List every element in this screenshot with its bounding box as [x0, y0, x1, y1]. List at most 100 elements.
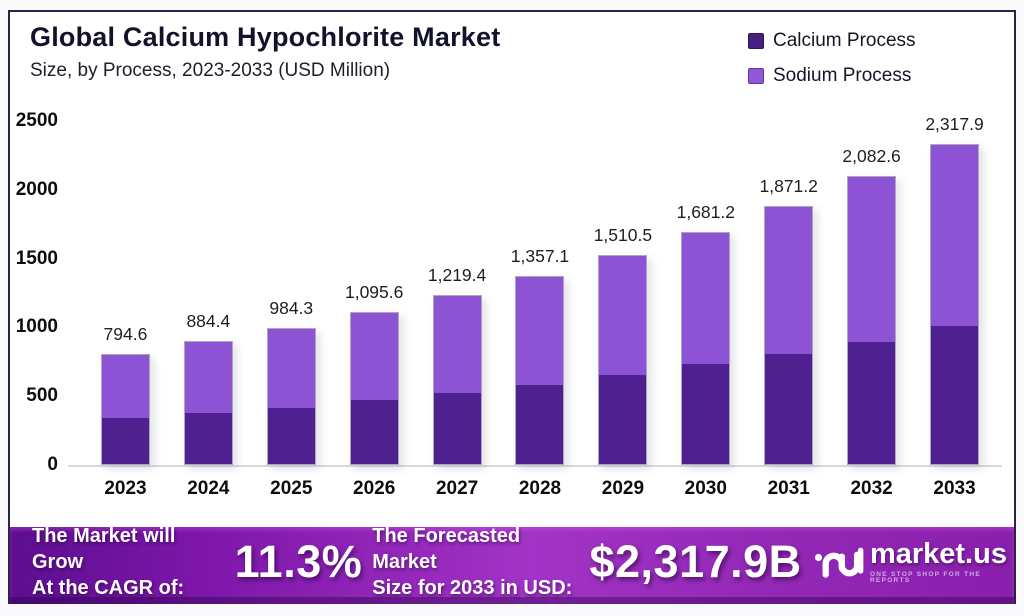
stacked-bar[interactable]: [681, 231, 731, 465]
x-tick-label: 2033: [933, 478, 976, 499]
bar-value-label: 2,317.9: [925, 114, 984, 135]
stacked-bar[interactable]: [266, 327, 316, 465]
bar-group-2028: 1,357.1: [499, 246, 582, 465]
x-tick-label: 2026: [353, 478, 396, 499]
calcium-process-segment[interactable]: [516, 384, 564, 464]
brand-name: market.us: [869, 537, 1007, 570]
stacked-bar[interactable]: [764, 205, 814, 465]
stacked-bar[interactable]: [847, 176, 897, 465]
sodium-process-segment[interactable]: [433, 296, 481, 393]
legend-label: Calcium Process: [773, 30, 916, 51]
marketus-logo-text: market.us ONE STOP SHOP FOR THE REPORTS: [869, 537, 1014, 585]
x-tick-label: 2027: [435, 478, 479, 499]
sodium-process-segment[interactable]: [184, 342, 232, 413]
legend-label: Sodium Process: [773, 65, 912, 86]
calcium-process-segment[interactable]: [350, 399, 398, 464]
bar-group-2025: 984.3: [250, 298, 333, 465]
x-tick-label: 2025: [270, 478, 313, 499]
cagr-banner: The Market will Grow At the CAGR of: 11.…: [10, 525, 1014, 604]
bar-group-2032: 2,082.6: [830, 146, 913, 465]
banner-content: The Market will Grow At the CAGR of: 11.…: [10, 525, 1014, 599]
forecast-value: $2,317.9B: [589, 536, 802, 587]
y-tick-label: 500: [26, 385, 58, 407]
bar-value-label: 1,357.1: [510, 246, 570, 267]
bar-value-label: 1,510.5: [593, 225, 653, 246]
bar-value-label: 2,082.6: [842, 146, 901, 167]
legend: Calcium Process Sodium Process: [748, 30, 916, 87]
calcium-process-segment[interactable]: [184, 412, 232, 464]
stacked-bar[interactable]: [432, 295, 482, 465]
x-axis-labels: 2023 2024 2025 2026 2027 2028 2029 2030 2031 2032…: [84, 478, 996, 500]
x-axis-line: [68, 465, 1002, 467]
sodium-process-segment[interactable]: [599, 256, 647, 375]
calcium-process-segment[interactable]: [433, 392, 481, 464]
calcium-process-segment[interactable]: [931, 326, 979, 464]
calcium-process-segment[interactable]: [267, 407, 315, 464]
sodium-process-segment[interactable]: [848, 177, 896, 342]
stacked-bar[interactable]: [598, 255, 648, 465]
page-subtitle: Size, by Process, 2023-2033 (USD Million…: [30, 60, 391, 81]
chart-card: [8, 10, 1016, 604]
marketus-logo: market.us ONE STOP SHOP FOR THE REPORTS: [814, 537, 1014, 585]
stacked-bar[interactable]: [349, 312, 399, 465]
calcium-process-segment[interactable]: [765, 353, 813, 464]
sodium-process-segment[interactable]: [101, 354, 149, 418]
banner-mid-line1: The Forecasted Market: [372, 525, 521, 573]
stacked-bar[interactable]: [515, 276, 565, 465]
x-tick-label: 2030: [684, 478, 727, 499]
legend-item-calcium-process: Calcium Process: [748, 30, 916, 52]
calcium-process-segment[interactable]: [101, 417, 149, 464]
bar-group-2026: 1,095.6: [333, 282, 416, 465]
sodium-process-segment[interactable]: [516, 277, 564, 385]
x-tick-label: 2029: [601, 478, 645, 499]
cagr-value: 11.3%: [234, 536, 363, 587]
bar-group-2024: 884.4: [167, 311, 250, 465]
legend-swatch: [748, 33, 764, 49]
bar-group-2027: 1,219.4: [416, 265, 499, 465]
y-tick-label: 1500: [15, 247, 58, 269]
bar-group-2023: 794.6: [84, 324, 167, 465]
bar-value-label: 984.3: [269, 297, 314, 318]
x-tick-label: 2032: [850, 478, 893, 499]
stacked-bar[interactable]: [100, 353, 150, 465]
legend-item-sodium-process: Sodium Process: [748, 65, 916, 87]
bar-group-2031: 1,871.2: [747, 176, 830, 465]
bar-value-label: 1,095.6: [344, 282, 404, 303]
y-tick-label: 2500: [15, 110, 58, 131]
y-tick-label: 0: [47, 454, 58, 475]
legend-swatch: [748, 68, 764, 84]
brand-tagline: ONE STOP SHOP FOR THE REPORTS: [869, 570, 982, 584]
page-title: Global Calcium Hypochlorite Market: [30, 22, 501, 52]
sodium-process-segment[interactable]: [931, 145, 979, 327]
x-tick-label: 2028: [518, 478, 562, 499]
bar-series: 794.6 884.4 984.3 1,095.6 1,219.4 1,357.1 1,51…: [84, 114, 996, 465]
banner-left-line2: At the CAGR of:: [32, 577, 185, 599]
calcium-process-segment[interactable]: [599, 374, 647, 464]
sodium-process-segment[interactable]: [350, 313, 398, 400]
x-tick-label: 2023: [104, 478, 147, 499]
y-tick-label: 2000: [15, 178, 58, 200]
bar-value-label: 1,871.2: [759, 175, 818, 196]
sodium-process-segment[interactable]: [682, 232, 730, 365]
calcium-process-segment[interactable]: [848, 341, 896, 464]
bar-value-label: 1,219.4: [427, 265, 487, 286]
calcium-process-segment[interactable]: [682, 364, 730, 464]
sodium-process-segment[interactable]: [765, 206, 813, 354]
stacked-bar[interactable]: [930, 144, 980, 465]
bar-value-label: 884.4: [186, 311, 231, 332]
bar-value-label: 1,681.2: [676, 201, 735, 222]
banner-mid-line2: Size for 2033 in USD:: [372, 577, 573, 599]
bar-group-2029: 1,510.5: [581, 225, 664, 465]
stacked-bar[interactable]: [183, 341, 233, 465]
banner-left-line1: The Market will Grow: [32, 525, 176, 573]
banner-left-text: The Market will Grow At the CAGR of:: [32, 523, 219, 601]
banner-mid-text: The Forecasted Market Size for 2033 in U…: [372, 523, 575, 601]
y-tick-label: 1000: [15, 316, 58, 338]
bar-group-2033: 2,317.9: [913, 114, 996, 465]
sodium-process-segment[interactable]: [267, 328, 315, 408]
x-tick-label: 2024: [187, 478, 230, 499]
bar-group-2030: 1,681.2: [664, 202, 747, 465]
marketus-logo-icon: [814, 547, 864, 578]
x-tick-label: 2031: [767, 478, 810, 499]
